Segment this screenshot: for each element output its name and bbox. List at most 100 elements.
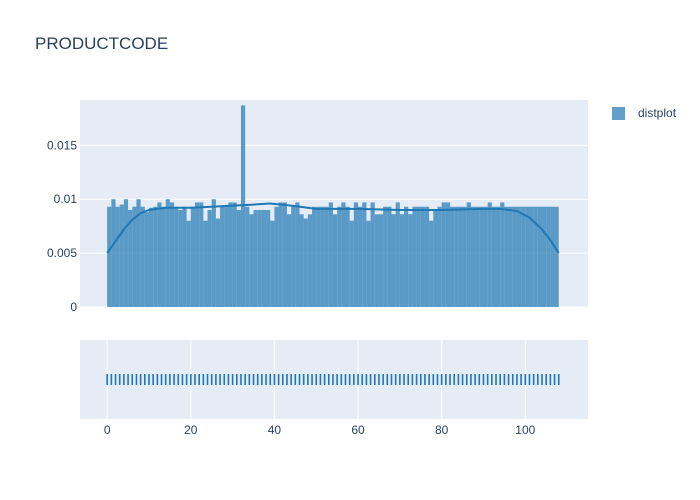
histogram-bar [533, 206, 538, 307]
histogram-bar [479, 206, 484, 307]
histogram-bar [420, 206, 425, 307]
histogram-bar [291, 206, 296, 307]
histogram-bar [387, 206, 392, 307]
histogram-bar [500, 202, 505, 307]
histogram-bar [395, 202, 400, 307]
histogram-bar [207, 209, 212, 307]
histogram-bar [220, 206, 225, 307]
x-tick-label: 100 [515, 423, 535, 437]
histogram-bar [123, 199, 129, 307]
histogram-bar [399, 214, 405, 307]
histogram-bar [303, 218, 308, 307]
histogram-bar [115, 206, 120, 307]
histogram-bar [286, 214, 292, 307]
histogram-bar [111, 199, 116, 307]
histogram-bar [546, 206, 551, 307]
histogram-bar [136, 199, 141, 307]
histogram-bar [282, 202, 287, 307]
x-tick-label: 40 [268, 423, 282, 437]
histogram-bar [416, 206, 421, 307]
histogram-bar [132, 206, 137, 307]
histogram-bar [332, 214, 338, 307]
legend-swatch [612, 106, 625, 120]
histogram-bar [224, 206, 229, 307]
histogram-bar [433, 209, 438, 307]
histogram-bar [550, 206, 555, 307]
histogram-bar [165, 199, 170, 307]
histogram-bar [353, 202, 359, 307]
histogram-bar [266, 209, 271, 307]
histogram-bar [341, 202, 346, 307]
legend[interactable]: distplot [612, 106, 676, 120]
histogram-bar [525, 206, 530, 307]
y-tick-label: 0 [70, 300, 77, 314]
histogram-bar [174, 206, 179, 307]
histogram-bar [349, 220, 354, 307]
histogram-bar [483, 206, 488, 307]
histogram-bar [148, 207, 154, 307]
histogram-bar [366, 220, 371, 307]
chart-title: PRODUCTCODE [35, 34, 169, 53]
histogram-bar [215, 218, 221, 307]
y-axis-ticks: 0 0.005 0.01 0.015 [47, 138, 77, 314]
histogram-bar [542, 206, 547, 307]
histogram-bar [295, 202, 300, 307]
histogram-bar [374, 214, 379, 307]
histogram-bar [529, 206, 534, 307]
histogram-bar [190, 206, 195, 307]
histogram-bar [153, 206, 158, 307]
y-tick-label: 0.005 [47, 246, 77, 260]
x-tick-label: 60 [351, 423, 365, 437]
histogram-bar [466, 202, 471, 307]
histogram-bar [228, 202, 233, 307]
histogram-bar [107, 206, 112, 307]
histogram-bar [119, 204, 124, 307]
histogram-bar [337, 206, 342, 307]
rug-plot-area [80, 340, 588, 419]
histogram-bar [470, 206, 476, 307]
histogram-bar [454, 206, 459, 307]
histogram-bar [186, 220, 191, 307]
histogram-bar [232, 202, 237, 307]
histogram-bar [412, 206, 417, 307]
histogram-bar [312, 206, 317, 307]
histogram-bar [274, 206, 279, 307]
y-tick-label: 0.015 [47, 138, 77, 152]
histogram-bar [261, 209, 267, 307]
histogram-bar [429, 220, 434, 307]
histogram-bar [316, 206, 321, 307]
histogram-bar [437, 206, 442, 307]
histogram-bar [508, 206, 513, 307]
histogram-bar [157, 202, 162, 307]
histogram-bar [458, 206, 463, 307]
histogram-bar [378, 214, 384, 307]
x-tick-label: 80 [435, 423, 449, 437]
histogram-bar [182, 206, 187, 307]
histogram-bar [270, 220, 275, 307]
histogram-bar [383, 206, 388, 307]
histogram-bar [240, 105, 246, 307]
histogram-bar [491, 206, 497, 307]
histogram-bar [345, 206, 350, 307]
histogram-bar [391, 214, 396, 307]
histogram-bar [408, 214, 413, 307]
histogram-bar [450, 206, 455, 307]
histogram-bar [211, 199, 216, 307]
histogram-bar [320, 206, 325, 307]
histogram-bar [257, 209, 262, 307]
histogram-bar [140, 206, 145, 307]
histogram-bar [475, 206, 480, 307]
histogram-bar [324, 206, 329, 307]
histogram-bar [194, 202, 200, 307]
histogram-bar [299, 214, 304, 307]
histogram-bar [278, 202, 283, 307]
histogram-bar [253, 209, 258, 307]
histogram-bar [441, 202, 446, 307]
histogram-bar [245, 206, 250, 307]
histogram-bar [161, 206, 166, 307]
histogram-bar [487, 202, 492, 307]
histogram-bar [504, 206, 509, 307]
histogram-bar [462, 206, 467, 307]
histogram-bar [199, 202, 204, 307]
